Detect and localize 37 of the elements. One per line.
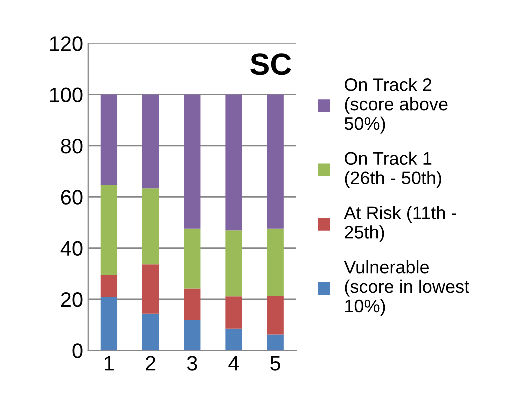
bar (142, 314, 160, 351)
y-tick-label: 100 (50, 88, 83, 103)
legend-label: Vulnerable (score in lowest 10%) (344, 260, 470, 316)
bar (267, 94, 284, 229)
x-tick-label: 1 (104, 356, 114, 371)
bar (100, 185, 118, 276)
chart-title: SC (250, 54, 292, 76)
bar (267, 228, 284, 296)
y-tick-label: 120 (50, 36, 83, 52)
x-tick-label: 4 (228, 356, 240, 371)
y-tick-label: 80 (61, 138, 83, 154)
bar (226, 296, 242, 329)
bar (226, 230, 242, 297)
legend-label: On Track 1 (26th - 50th) (345, 152, 442, 188)
bar (142, 264, 160, 314)
legend-label: On Track 2 (score above 50%) (344, 78, 448, 134)
bar (184, 94, 201, 229)
x-tick-label: 3 (187, 356, 198, 371)
bar (226, 328, 242, 351)
x-tick-label: 2 (146, 356, 156, 371)
bar (100, 94, 118, 186)
bar (100, 297, 118, 351)
bar (184, 288, 201, 320)
bar (267, 334, 284, 351)
bar (142, 188, 160, 265)
bar (226, 94, 242, 231)
x-tick-label: 5 (270, 356, 281, 371)
bar (184, 320, 201, 351)
bar (267, 296, 284, 335)
legend-label: At Risk (11th - 25th) (344, 206, 456, 242)
y-tick-label: 0 (72, 344, 83, 358)
y-tick-label: 40 (60, 241, 83, 256)
y-tick-label: 60 (61, 190, 83, 205)
bar (184, 228, 201, 289)
y-tick-label: 20 (61, 292, 83, 308)
bar (142, 94, 160, 189)
bar (100, 275, 118, 298)
